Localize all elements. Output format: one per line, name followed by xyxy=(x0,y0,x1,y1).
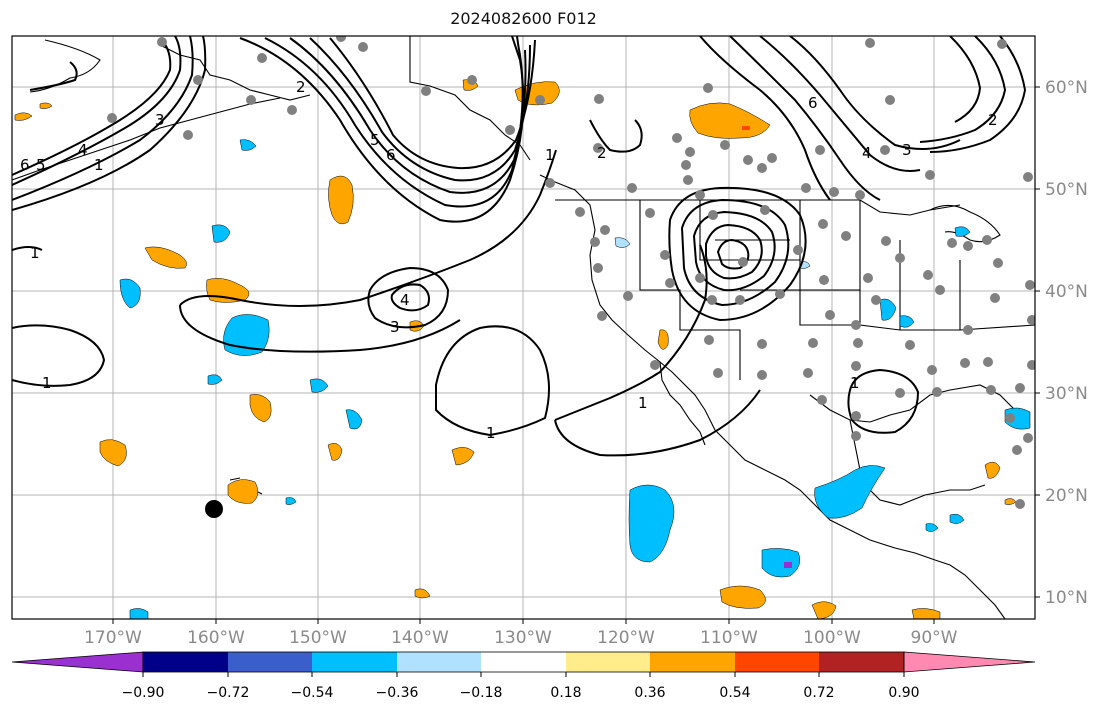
colorbar-tick-label: −0.36 xyxy=(376,685,419,701)
contour-label: 1 xyxy=(42,374,52,392)
contour-label: 4 xyxy=(78,141,88,159)
colorbar-segment xyxy=(481,652,566,672)
contour-label: 4 xyxy=(400,291,410,309)
colorbar-tick-label: 0.18 xyxy=(550,685,581,701)
colorbar-tick-label: −0.18 xyxy=(460,685,503,701)
contour-label: 2 xyxy=(988,111,998,129)
contour-label: 4 xyxy=(862,144,872,162)
contour-label: 1 xyxy=(30,244,40,262)
lon-label: 170°W xyxy=(84,628,142,648)
colorbar-extend-low xyxy=(11,651,144,673)
colorbar-segment xyxy=(143,652,228,672)
contour-label: 3 xyxy=(902,141,912,159)
lat-label: 20°N xyxy=(1045,486,1088,506)
latitude-labels: 60°N 50°N 40°N 30°N 20°N 10°N xyxy=(1045,78,1088,608)
contour-labels: 1 1 1 1 1 1 1 2 2 2 3 3 3 4 4 4 5 5 6 6 … xyxy=(20,78,998,442)
lon-label: 100°W xyxy=(803,628,861,648)
colorbar-tick-label: 0.36 xyxy=(634,685,665,701)
map-title: 2024082600 F012 xyxy=(450,9,597,28)
contour-label: 6 xyxy=(386,146,396,164)
longitude-labels: 170°W 160°W 150°W 140°W 130°W 120°W 110°… xyxy=(84,628,958,648)
colorbar-tick-label: −0.54 xyxy=(291,685,334,701)
contour-label: 2 xyxy=(597,144,607,162)
contour-label: 6 xyxy=(808,94,818,112)
lon-label: 90°W xyxy=(911,628,958,648)
contour-lines xyxy=(12,36,1027,457)
axis-ticks xyxy=(112,86,1040,624)
lat-label: 50°N xyxy=(1045,180,1088,200)
colorbar-segment xyxy=(735,652,819,672)
lat-label: 30°N xyxy=(1045,384,1088,404)
lon-label: 150°W xyxy=(289,628,347,648)
colorbar-segment xyxy=(397,652,481,672)
contour-label: 1 xyxy=(850,374,860,392)
colorbar-tick-label: 0.54 xyxy=(719,685,750,701)
colorbar: −0.90 −0.72 −0.54 −0.36 −0.18 0.18 0.36 … xyxy=(11,651,1036,701)
contour-label: 1 xyxy=(638,394,648,412)
contour-label: 1 xyxy=(545,146,555,164)
colorbar-tick-label: 0.72 xyxy=(803,685,834,701)
contour-label: 2 xyxy=(296,78,306,96)
lon-label: 160°W xyxy=(187,628,245,648)
contour-label: 3 xyxy=(155,111,165,129)
station-dots xyxy=(107,36,1035,509)
lat-label: 10°N xyxy=(1045,588,1088,608)
anomaly-fill-positive xyxy=(14,79,1017,619)
lon-label: 120°W xyxy=(597,628,655,648)
lon-label: 110°W xyxy=(700,628,758,648)
lon-label: 130°W xyxy=(494,628,552,648)
lat-label: 60°N xyxy=(1045,78,1088,98)
contour-label: 3 xyxy=(390,318,400,336)
contour-label: 5 xyxy=(370,131,380,149)
contour-label: 6 xyxy=(20,156,30,174)
lon-label: 140°W xyxy=(391,628,449,648)
colorbar-segment xyxy=(312,652,397,672)
contour-label: 5 xyxy=(36,156,46,174)
colorbar-segment xyxy=(228,652,312,672)
colorbar-tick-label: −0.72 xyxy=(207,685,250,701)
contour-label: 1 xyxy=(94,156,104,174)
contour-label: 1 xyxy=(486,424,496,442)
colorbar-tick-label: −0.90 xyxy=(122,685,165,701)
location-marker xyxy=(205,500,223,518)
colorbar-segment xyxy=(819,652,904,672)
lat-label: 40°N xyxy=(1045,282,1088,302)
colorbar-segment xyxy=(566,652,650,672)
colorbar-extend-high xyxy=(903,651,1036,673)
colorbar-tick-label: 0.90 xyxy=(888,685,919,701)
colorbar-segment xyxy=(650,652,735,672)
